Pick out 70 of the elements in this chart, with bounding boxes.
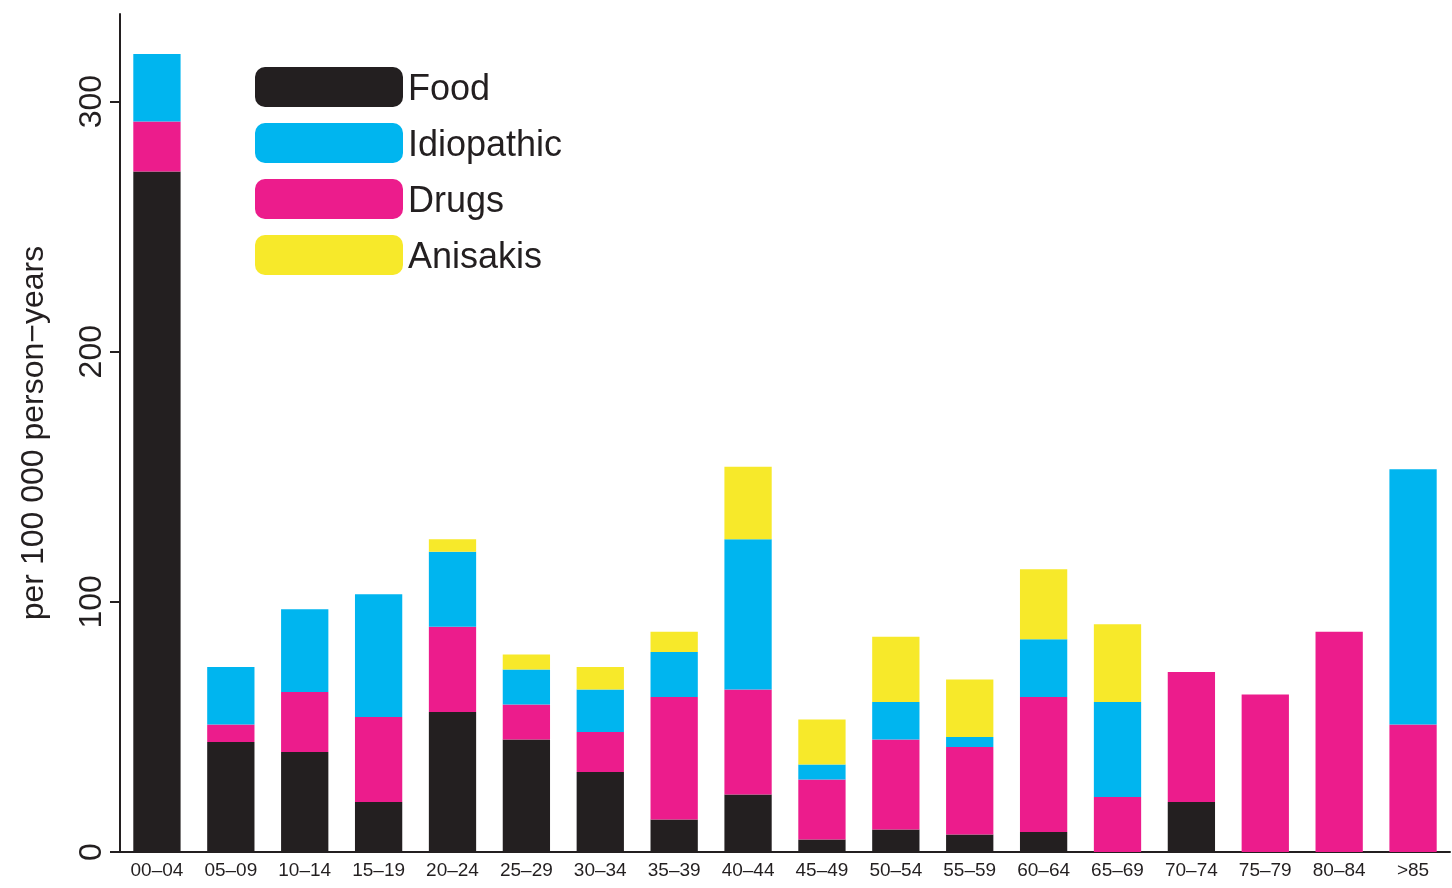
bar: [798, 764, 846, 780]
x-tick-label: 70–74: [1164, 859, 1219, 880]
bar: [1019, 569, 1068, 640]
bar: [798, 779, 846, 840]
bar: [428, 626, 477, 712]
x-tick-label: 20–24: [426, 859, 480, 880]
bar: [428, 539, 477, 552]
bar: [872, 636, 920, 702]
bar: [576, 666, 624, 690]
x-tick-label: 60–64: [1017, 859, 1071, 880]
bar: [1093, 701, 1142, 797]
x-tick-label: 05–09: [204, 859, 258, 880]
legend-label: Drugs: [408, 178, 505, 220]
x-tick-label: 00–04: [130, 859, 184, 880]
bar: [1019, 696, 1068, 832]
legend-label: Idiopathic: [408, 122, 563, 164]
x-tick-label: 75–79: [1238, 859, 1292, 880]
bar: [502, 704, 551, 740]
bar: [650, 651, 698, 697]
bar: [428, 551, 477, 627]
legend-label: Food: [408, 66, 491, 108]
bar: [1019, 639, 1068, 697]
x-tick-label: 50–54: [869, 859, 923, 880]
bar: [281, 691, 329, 752]
bar: [798, 719, 846, 765]
bar: [724, 539, 772, 690]
y-tick-label: 0: [72, 843, 108, 861]
bar: [946, 736, 994, 747]
bar: [133, 121, 181, 172]
x-tick-label: >85: [1396, 859, 1430, 880]
bar: [354, 716, 403, 802]
legend-label: Anisakis: [408, 234, 543, 276]
x-tick-label: 15–19: [352, 859, 406, 880]
bar: [946, 679, 994, 737]
bar: [724, 689, 772, 795]
x-tick-label: 35–39: [647, 859, 701, 880]
x-tick-label: 80–84: [1312, 859, 1367, 880]
bar: [281, 609, 329, 692]
bar: [724, 466, 772, 540]
bar: [1167, 671, 1216, 802]
bar: [1315, 631, 1363, 852]
bar: [872, 739, 920, 830]
y-axis-title: per 100 000 person−years: [14, 245, 50, 621]
x-tick-label: 40–44: [721, 859, 775, 880]
bar: [354, 594, 403, 717]
bar: [502, 669, 551, 705]
bar: [946, 746, 994, 835]
bar: [872, 701, 920, 740]
bar: [1241, 694, 1289, 852]
bar: [207, 666, 255, 725]
x-tick-label: 25–29: [499, 859, 553, 880]
bar: [1389, 469, 1437, 725]
x-tick-label: 30–34: [573, 859, 628, 880]
bar: [1093, 796, 1142, 852]
x-tick-label: 65–69: [1091, 859, 1144, 880]
y-tick-label: 300: [72, 74, 108, 129]
x-tick-label: 55–59: [943, 859, 997, 880]
y-tick-label: 200: [72, 325, 108, 379]
bar: [650, 631, 698, 652]
x-tick-label: 10–14: [278, 859, 332, 880]
bar: [207, 724, 255, 742]
bar: [502, 654, 551, 670]
bar: [650, 696, 698, 820]
bar: [133, 54, 181, 122]
bar: [576, 689, 624, 732]
y-tick-label: 100: [72, 575, 108, 629]
bar: [1389, 724, 1437, 852]
bar: [576, 731, 624, 772]
x-tick-label: 45–49: [795, 859, 849, 880]
bar: [1093, 624, 1142, 702]
